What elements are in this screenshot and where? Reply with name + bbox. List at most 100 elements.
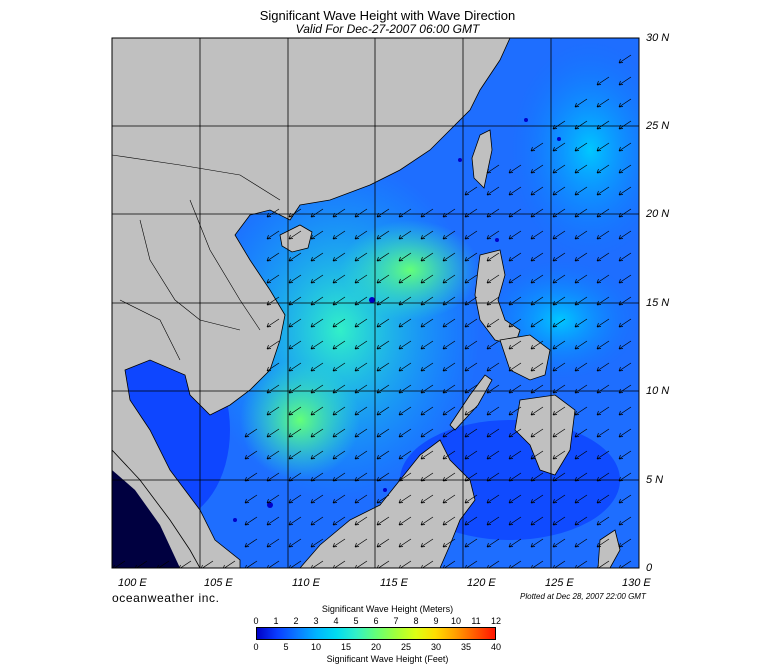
land-palawan [449, 374, 493, 431]
wave-arrow [354, 230, 368, 240]
lat-label-10n: 10 N [646, 385, 670, 397]
wave-arrow [354, 362, 368, 372]
wave-field-peak-south [240, 360, 360, 480]
wave-arrow [266, 494, 280, 504]
colorbar-feet-tick: 30 [430, 642, 442, 652]
wave-arrow [596, 362, 610, 372]
wave-arrow [596, 186, 610, 196]
wave-arrow [530, 252, 544, 262]
lon-label-115e: 115 E [380, 577, 408, 589]
small-islands [233, 118, 561, 522]
wave-arrow [464, 318, 478, 328]
wave-arrow [596, 516, 610, 526]
wave-arrow [552, 538, 566, 548]
wave-arrow [486, 340, 500, 350]
wave-arrow [442, 538, 456, 548]
wave-arrow [508, 494, 522, 504]
wave-arrow [486, 274, 500, 284]
wave-arrow [310, 340, 324, 350]
wave-arrow [464, 406, 478, 416]
wave-arrow [552, 494, 566, 504]
wave-arrow [464, 340, 478, 350]
wave-arrow [596, 98, 610, 108]
wave-arrow [266, 252, 280, 262]
colorbar-feet-tick: 20 [370, 642, 382, 652]
wave-arrow [552, 186, 566, 196]
lat-label-15n: 15 N [646, 297, 670, 309]
wave-arrow [376, 538, 390, 548]
wave-arrow [398, 428, 412, 438]
wave-arrow [508, 406, 522, 416]
wave-arrow [574, 362, 588, 372]
wave-arrow [464, 516, 478, 526]
wave-arrow [332, 428, 346, 438]
wave-arrow [552, 516, 566, 526]
lat-lon-grid [112, 38, 639, 568]
wave-arrow [508, 450, 522, 460]
wave-arrow [508, 252, 522, 262]
colorbar-meter-tick: 10 [450, 616, 462, 626]
wave-arrow [574, 516, 588, 526]
wave-arrow [332, 230, 346, 240]
wave-arrow [530, 538, 544, 548]
wave-arrow [332, 450, 346, 460]
wave-arrow [354, 340, 368, 350]
wave-arrow [266, 450, 280, 460]
wave-arrow [574, 274, 588, 284]
wave-arrow [244, 516, 258, 526]
wave-arrow [310, 428, 324, 438]
wave-arrow [574, 230, 588, 240]
land-east-islands [597, 529, 621, 568]
colorbar-meter-tick: 6 [373, 616, 379, 626]
wave-arrow [596, 76, 610, 86]
wave-arrow [310, 494, 324, 504]
wave-arrow [530, 450, 544, 460]
wave-arrow [618, 340, 632, 350]
wave-arrow [420, 406, 434, 416]
wave-arrow [310, 406, 324, 416]
colorbar-feet-tick: 0 [253, 642, 259, 652]
wave-arrow [552, 230, 566, 240]
wave-arrow [398, 406, 412, 416]
wave-arrow [354, 318, 368, 328]
wave-arrow [398, 318, 412, 328]
wave-arrow [354, 538, 368, 548]
wave-arrow [288, 516, 302, 526]
wave-arrow [486, 428, 500, 438]
wave-arrow [618, 450, 632, 460]
wave-arrow [508, 186, 522, 196]
wave-arrow [618, 164, 632, 174]
wave-arrow [486, 516, 500, 526]
land-mindanao [514, 394, 576, 476]
wave-arrow [552, 450, 566, 460]
wave-arrow [464, 450, 478, 460]
wave-arrow [486, 252, 500, 262]
wave-arrow [332, 516, 346, 526]
wave-arrow [310, 274, 324, 284]
wave-arrow [288, 252, 302, 262]
wave-arrow [420, 538, 434, 548]
wave-arrow [442, 252, 456, 262]
wave-arrow [618, 494, 632, 504]
land-taiwan [471, 129, 493, 189]
wave-arrow [244, 428, 258, 438]
wave-height-colorbar [256, 627, 496, 640]
colorbar-meter-tick: 8 [413, 616, 419, 626]
colorbar-meter-tick: 7 [393, 616, 399, 626]
wave-arrow [354, 494, 368, 504]
wave-arrow [288, 318, 302, 328]
wave-arrow [486, 318, 500, 328]
wave-arrow [442, 406, 456, 416]
wave-arrow [574, 406, 588, 416]
wave-arrow [596, 252, 610, 262]
wave-arrow [420, 516, 434, 526]
colorbar-feet-tick: 10 [310, 642, 322, 652]
wave-arrow [376, 428, 390, 438]
wave-arrow [530, 274, 544, 284]
wave-arrow [508, 164, 522, 174]
lon-label-130e: 130 E [622, 577, 651, 589]
wave-arrow [618, 186, 632, 196]
colorbar-meter-tick: 11 [471, 616, 481, 626]
colorbar-meter-tick: 2 [293, 616, 299, 626]
